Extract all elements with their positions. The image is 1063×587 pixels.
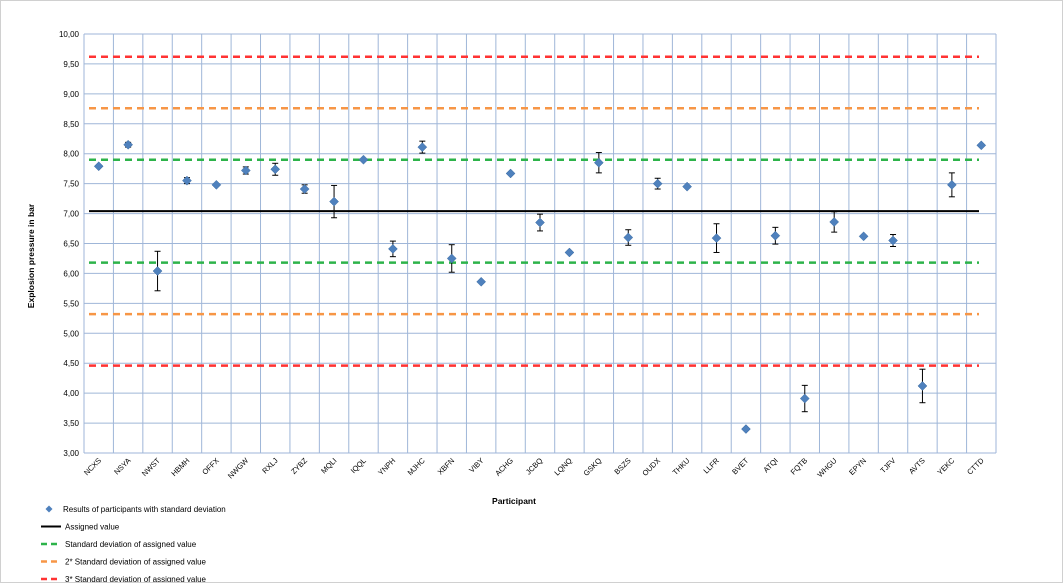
data-point: [682, 181, 692, 192]
x-tick-label: MQLI: [319, 456, 338, 475]
legend-marker: [45, 505, 53, 513]
x-axis-ticks: NCXS NSYA NWST HBMH OFFX NWGW RXLJ ZYBZ MQLI IQQL…: [82, 455, 986, 480]
legend-item: Results of participants with standard de…: [45, 505, 226, 514]
x-tick-label: FQTB: [789, 456, 810, 477]
x-tick-label: MJHC: [406, 456, 428, 478]
y-tick-label: 7,50: [63, 180, 79, 189]
data-point: [152, 266, 163, 276]
y-tick-label: 6,00: [63, 269, 79, 278]
x-tick-label: THKU: [671, 456, 692, 477]
y-tick-label: 6,50: [63, 240, 79, 249]
x-tick-label: BSZS: [612, 456, 632, 476]
data-point: [917, 381, 928, 391]
x-tick-label: CTTD: [965, 456, 986, 477]
x-tick-label: NSYA: [112, 456, 132, 476]
x-tick-label: NWGW: [226, 455, 251, 480]
legend-item: Standard deviation of assigned value: [41, 540, 197, 549]
x-tick-label: RXLJ: [260, 456, 280, 476]
data-points: [93, 139, 987, 434]
data-point: [329, 196, 339, 207]
data-point: [976, 140, 987, 151]
data-point: [741, 424, 751, 434]
legend: Results of participants with standard de…: [41, 505, 226, 584]
data-point: [799, 393, 810, 404]
data-point: [446, 253, 457, 264]
data-point: [947, 179, 957, 190]
legend-label: Standard deviation of assigned value: [65, 540, 197, 549]
y-tick-label: 10,00: [59, 30, 80, 39]
reference-lines: [89, 55, 979, 367]
y-tick-label: 3,50: [63, 419, 79, 428]
data-point: [711, 233, 722, 243]
x-tick-label: OUDX: [640, 456, 662, 478]
y-tick-label: 9,50: [63, 60, 79, 69]
data-point: [888, 235, 898, 246]
x-tick-label: EPYN: [847, 456, 868, 477]
legend-item: 2* Standard deviation of assigned value: [41, 558, 207, 567]
x-tick-label: LLFR: [702, 456, 722, 476]
x-tick-label: GSKQ: [582, 456, 604, 478]
y-tick-label: 5,00: [63, 329, 79, 338]
y-axis-ticks: 3,00 3,50 4,00 4,50 5,00 5,50 6,00 6,50 7,00 7,50…: [59, 30, 80, 458]
x-tick-label: OFFX: [200, 456, 221, 477]
x-tick-label: NCXS: [82, 456, 103, 477]
y-tick-label: 8,50: [63, 120, 79, 129]
y-tick-label: 3,00: [63, 449, 79, 458]
legend-item: 3* Standard deviation of assigned value: [41, 575, 207, 584]
x-tick-label: VIBY: [467, 456, 485, 474]
x-tick-label: NWST: [140, 456, 162, 478]
y-tick-label: 5,50: [63, 299, 79, 308]
data-point: [417, 142, 428, 152]
y-tick-label: 8,00: [63, 150, 79, 159]
data-point: [270, 164, 281, 175]
x-axis-label: Participant: [492, 496, 536, 506]
legend-label: 2* Standard deviation of assigned value: [65, 558, 207, 567]
x-tick-label: HBMH: [169, 456, 191, 478]
data-point: [211, 179, 222, 190]
data-point: [770, 230, 781, 241]
x-tick-label: ZYBZ: [289, 456, 309, 476]
y-axis-label: Explosion pressure in bar: [26, 203, 36, 308]
data-point: [123, 139, 133, 150]
x-tick-label: ACHG: [493, 456, 515, 478]
data-point: [299, 184, 310, 194]
x-tick-label: LQNQ: [552, 456, 574, 478]
y-tick-label: 9,00: [63, 90, 79, 99]
data-point: [593, 157, 604, 168]
y-tick-label: 4,00: [63, 389, 79, 398]
data-point: [652, 178, 663, 189]
x-tick-label: TJFV: [878, 456, 897, 475]
data-point: [858, 231, 869, 242]
legend-label: Results of participants with standard de…: [63, 505, 226, 514]
data-point: [623, 232, 634, 243]
x-tick-label: WHGU: [815, 456, 838, 479]
x-tick-label: ATQI: [761, 456, 779, 474]
legend-label: Assigned value: [65, 523, 120, 532]
x-tick-label: YNPH: [376, 456, 397, 477]
data-point: [358, 154, 369, 165]
legend-label: 3* Standard deviation of assigned value: [65, 575, 207, 582]
x-tick-label: XBFN: [436, 456, 457, 477]
legend-item: Assigned value: [41, 523, 120, 532]
x-tick-label: JCBQ: [524, 456, 545, 477]
data-point: [93, 161, 104, 172]
y-tick-label: 4,50: [63, 359, 79, 368]
data-point: [564, 247, 575, 258]
y-tick-label: 7,00: [63, 210, 79, 219]
x-tick-label: YEKC: [935, 456, 956, 477]
x-tick-label: BVET: [730, 456, 751, 477]
x-tick-label: AVTS: [907, 456, 927, 476]
data-point: [505, 168, 516, 179]
data-point: [388, 244, 398, 254]
data-point: [182, 175, 192, 186]
data-point: [535, 217, 545, 228]
data-point: [240, 165, 251, 176]
x-tick-label: IQQL: [349, 456, 368, 475]
data-point: [476, 276, 487, 287]
data-point: [829, 217, 840, 227]
grid: [83, 33, 997, 454]
